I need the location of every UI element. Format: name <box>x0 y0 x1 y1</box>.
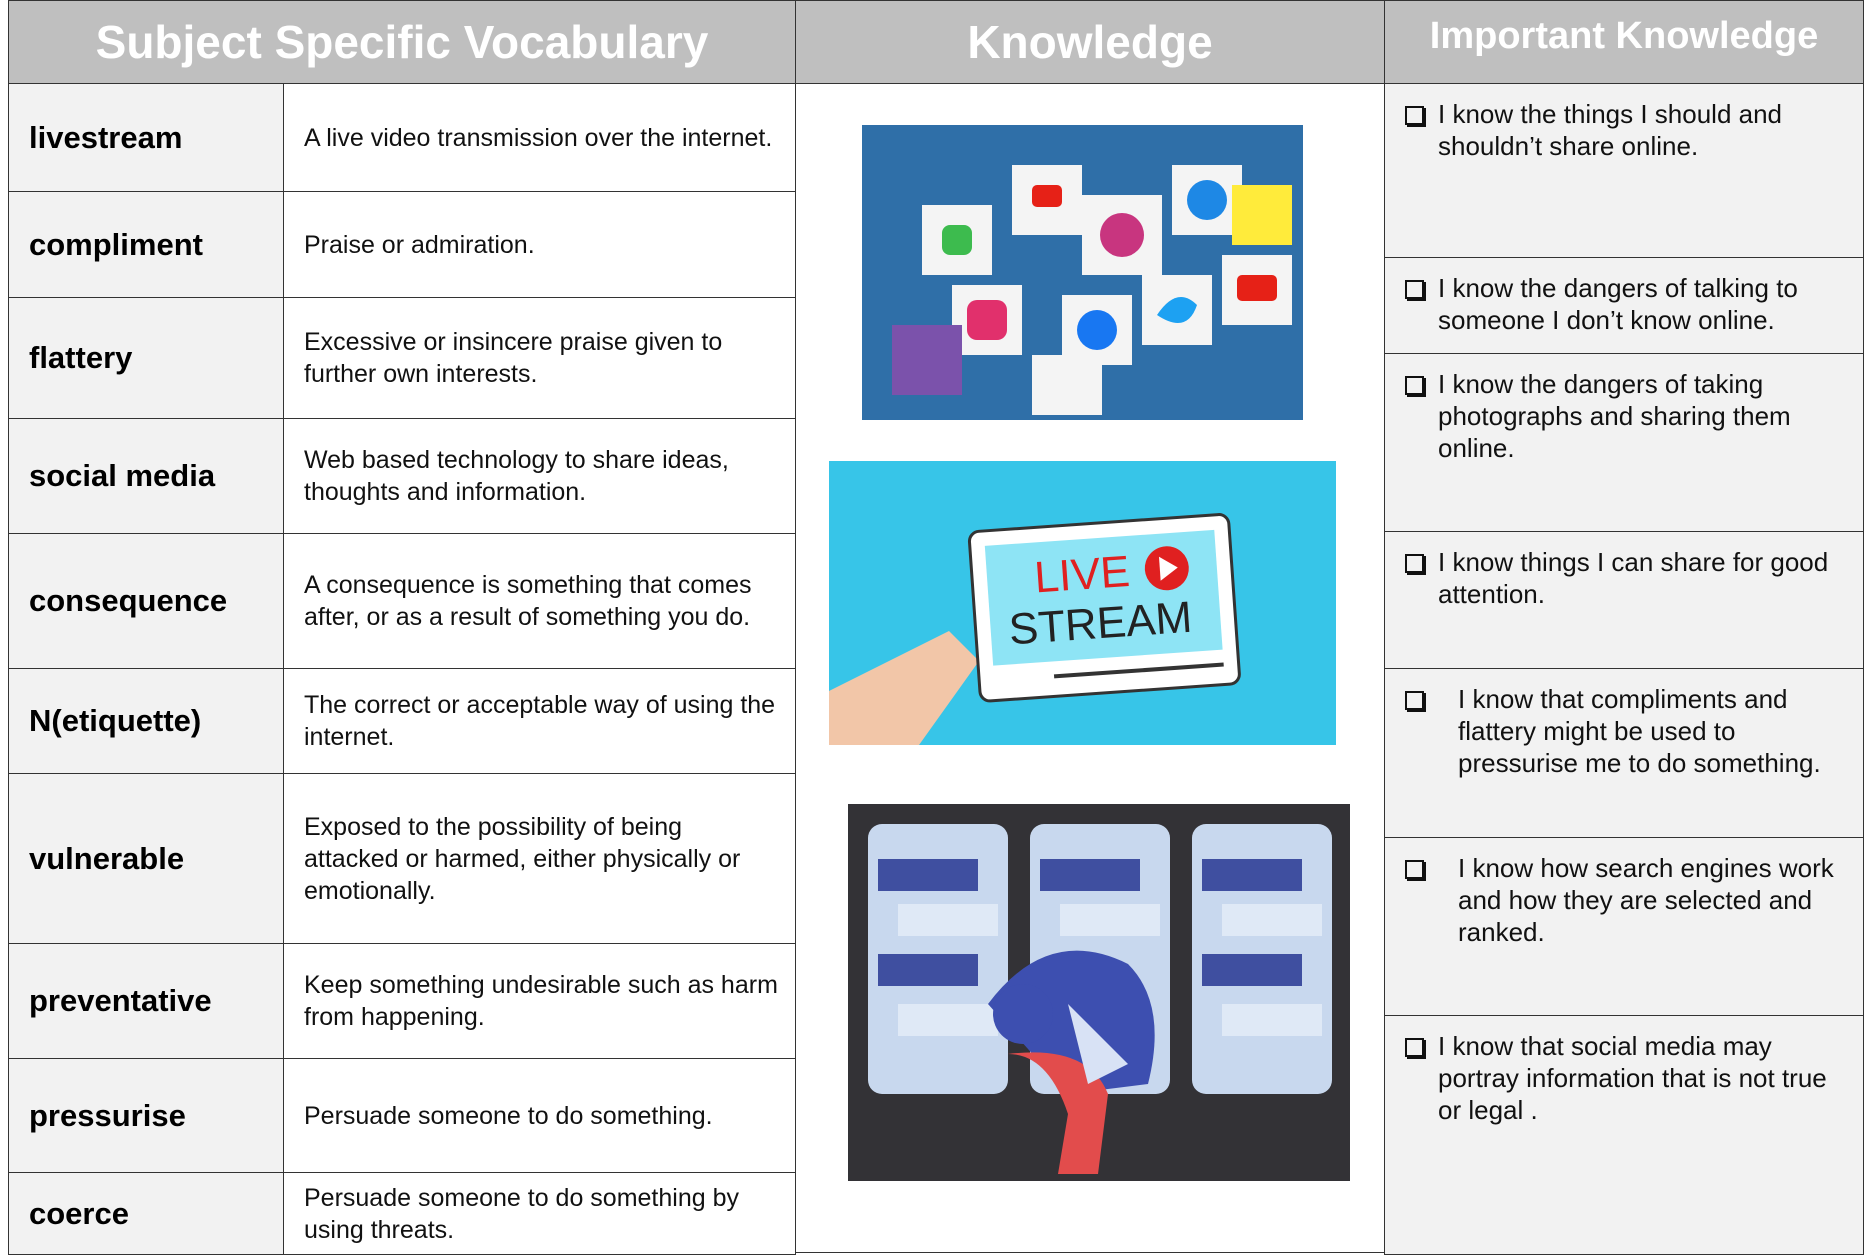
vocab-header: Subject Specific Vocabulary <box>8 0 796 84</box>
knowledge-item: I know how search engines work and how t… <box>1384 837 1864 1016</box>
checkbox <box>1405 691 1424 710</box>
checkbox <box>1405 106 1424 125</box>
vocab-term: social media <box>8 418 284 534</box>
important-header: Important Knowledge <box>1384 0 1864 84</box>
knowledge-text: I know the dangers of taking photographs… <box>1438 369 1791 463</box>
vocab-definition: Exposed to the possibility of being atta… <box>283 773 796 944</box>
image-text: LIVE <box>1033 547 1132 603</box>
vocab-definition: The correct or acceptable way of using t… <box>283 668 796 774</box>
checkbox <box>1405 554 1424 573</box>
knowledge-item: I know that compliments and flattery mig… <box>1384 668 1864 838</box>
vocab-definition: Excessive or insincere praise given to f… <box>283 297 796 419</box>
knowledge-item: I know the things I should and shouldn’t… <box>1384 83 1864 258</box>
vocab-definition: A live video transmission over the inter… <box>283 83 796 192</box>
vocab-term: coerce <box>8 1172 284 1255</box>
knowledge-text: I know the dangers of talking to someone… <box>1438 273 1798 335</box>
vulnerable-image <box>848 804 1350 1181</box>
checkbox <box>1405 1038 1424 1057</box>
checkbox <box>1405 376 1424 395</box>
knowledge-text: I know the things I should and shouldn’t… <box>1438 99 1783 161</box>
vocab-term: vulnerable <box>8 773 284 944</box>
vocab-term: livestream <box>8 83 284 192</box>
vocab-term: pressurise <box>8 1058 284 1173</box>
live-stream-image: LIVE STREAM <box>829 461 1336 745</box>
knowledge-item: I know things I can share for good atten… <box>1384 531 1864 669</box>
knowledge-text: I know that social media may portray inf… <box>1438 1031 1827 1125</box>
vocab-term: flattery <box>8 297 284 419</box>
vocab-term: compliment <box>8 191 284 298</box>
knowledge-item: I know that social media may portray inf… <box>1384 1015 1864 1255</box>
knowledge-item: I know the dangers of talking to someone… <box>1384 257 1864 354</box>
vocab-term: preventative <box>8 943 284 1059</box>
vocab-term: consequence <box>8 533 284 669</box>
knowledge-item: I know the dangers of taking photographs… <box>1384 353 1864 532</box>
checkbox <box>1405 860 1424 879</box>
vocab-definition: Persuade someone to do something by usin… <box>283 1172 796 1255</box>
vocab-definition: A consequence is something that comes af… <box>283 533 796 669</box>
knowledge-text: I know things I can share for good atten… <box>1438 547 1829 609</box>
knowledge-text: I know how search engines work and how t… <box>1458 853 1834 947</box>
social-media-image <box>862 125 1303 420</box>
vocab-definition: Praise or admiration. <box>283 191 796 298</box>
vocab-definition: Keep something undesirable such as harm … <box>283 943 796 1059</box>
knowledge-text: I know that compliments and flattery mig… <box>1458 684 1821 778</box>
vocab-term: N(etiquette) <box>8 668 284 774</box>
vocab-definition: Persuade someone to do something. <box>283 1058 796 1173</box>
knowledge-header: Knowledge <box>795 0 1385 84</box>
checkbox <box>1405 280 1424 299</box>
vocab-definition: Web based technology to share ideas, tho… <box>283 418 796 534</box>
